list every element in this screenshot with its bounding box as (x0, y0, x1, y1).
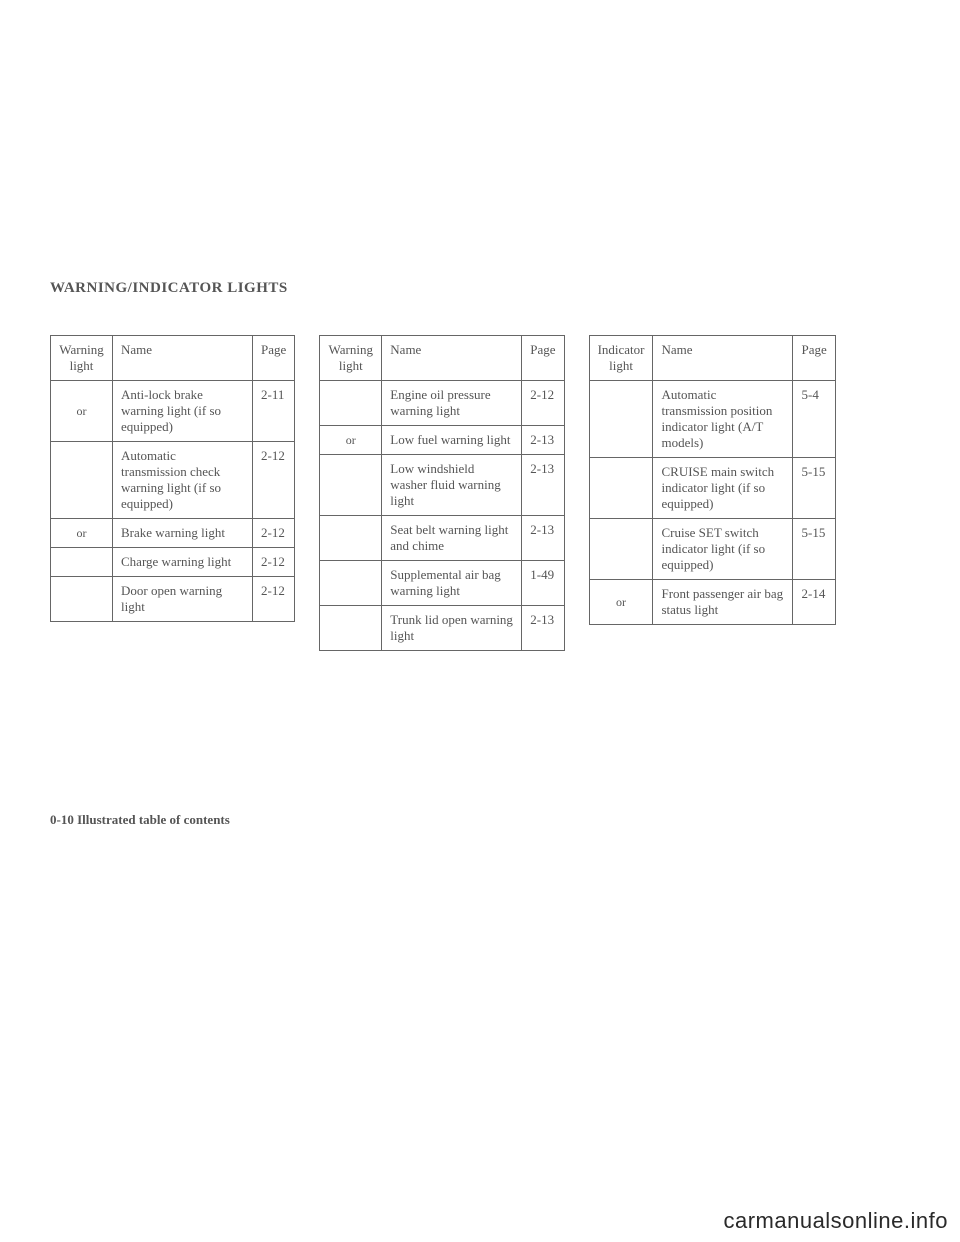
cell-light (51, 548, 113, 577)
table-header-row: Warning light Name Page (51, 336, 295, 381)
table-row: Low windshield washer fluid warning ligh… (320, 455, 564, 516)
cell-page: 2-11 (253, 381, 295, 442)
cell-page: 5-15 (793, 458, 835, 519)
cell-name: Door open warning light (113, 577, 253, 622)
cell-page: 5-15 (793, 519, 835, 580)
header-page: Page (522, 336, 564, 381)
cell-name: Automatic transmission position indicato… (653, 381, 793, 458)
cell-light (589, 519, 653, 580)
cell-page: 2-12 (253, 442, 295, 519)
watermark: carmanualsonline.info (723, 1208, 948, 1234)
table-row: CRUISE main switch indicator light (if s… (589, 458, 835, 519)
cell-page: 2-14 (793, 580, 835, 625)
cell-name: Anti-lock brake warning light (if so equ… (113, 381, 253, 442)
cell-name: Front passenger air bag status light (653, 580, 793, 625)
cell-light (589, 458, 653, 519)
table-header-row: Warning light Name Page (320, 336, 564, 381)
cell-page: 2-13 (522, 455, 564, 516)
section-title: WARNING/INDICATOR LIGHTS (50, 280, 910, 297)
header-name: Name (113, 336, 253, 381)
cell-name: Cruise SET switch indicator light (if so… (653, 519, 793, 580)
cell-name: Low windshield washer fluid warning ligh… (382, 455, 522, 516)
indicator-table-3: Indicator light Name Page Automatic tran… (589, 335, 836, 625)
cell-page: 2-13 (522, 606, 564, 651)
cell-light: or (320, 426, 382, 455)
cell-page: 2-13 (522, 516, 564, 561)
warning-table-1: Warning light Name Page or Anti-lock bra… (50, 335, 295, 622)
manual-page: WARNING/INDICATOR LIGHTS Warning light N… (0, 0, 960, 1242)
table-row: Supplemental air bag warning light 1-49 (320, 561, 564, 606)
cell-light (320, 516, 382, 561)
cell-light (589, 381, 653, 458)
cell-light: or (51, 519, 113, 548)
table-row: Engine oil pressure warning light 2-12 (320, 381, 564, 426)
cell-light (320, 455, 382, 516)
header-page: Page (253, 336, 295, 381)
table-row: Seat belt warning light and chime 2-13 (320, 516, 564, 561)
cell-name: Charge warning light (113, 548, 253, 577)
warning-table-2: Warning light Name Page Engine oil press… (319, 335, 564, 651)
table-header-row: Indicator light Name Page (589, 336, 835, 381)
cell-name: Supplemental air bag warning light (382, 561, 522, 606)
table-row: or Brake warning light 2-12 (51, 519, 295, 548)
cell-page: 5-4 (793, 381, 835, 458)
cell-name: CRUISE main switch indicator light (if s… (653, 458, 793, 519)
page-footer: 0-10 Illustrated table of contents (50, 812, 230, 828)
cell-page: 2-13 (522, 426, 564, 455)
cell-name: Automatic transmission check warning lig… (113, 442, 253, 519)
table-row: Automatic transmission check warning lig… (51, 442, 295, 519)
cell-light (320, 606, 382, 651)
table-row: or Front passenger air bag status light … (589, 580, 835, 625)
cell-name: Brake warning light (113, 519, 253, 548)
table-row: Automatic transmission position indicato… (589, 381, 835, 458)
table-row: or Anti-lock brake warning light (if so … (51, 381, 295, 442)
cell-light (51, 442, 113, 519)
header-light: Warning light (51, 336, 113, 381)
table-row: or Low fuel warning light 2-13 (320, 426, 564, 455)
cell-page: 2-12 (253, 577, 295, 622)
table-row: Trunk lid open warning light 2-13 (320, 606, 564, 651)
header-light: Indicator light (589, 336, 653, 381)
cell-light (320, 561, 382, 606)
cell-name: Seat belt warning light and chime (382, 516, 522, 561)
cell-page: 2-12 (522, 381, 564, 426)
cell-page: 2-12 (253, 519, 295, 548)
table-row: Charge warning light 2-12 (51, 548, 295, 577)
cell-light (51, 577, 113, 622)
cell-page: 2-12 (253, 548, 295, 577)
header-page: Page (793, 336, 835, 381)
content-area: WARNING/INDICATOR LIGHTS Warning light N… (50, 280, 910, 651)
cell-light: or (51, 381, 113, 442)
cell-light (320, 381, 382, 426)
header-light: Warning light (320, 336, 382, 381)
header-name: Name (382, 336, 522, 381)
cell-name: Trunk lid open warning light (382, 606, 522, 651)
tables-row: Warning light Name Page or Anti-lock bra… (50, 335, 910, 651)
cell-name: Low fuel warning light (382, 426, 522, 455)
cell-page: 1-49 (522, 561, 564, 606)
cell-name: Engine oil pressure warning light (382, 381, 522, 426)
table-row: Door open warning light 2-12 (51, 577, 295, 622)
cell-light: or (589, 580, 653, 625)
header-name: Name (653, 336, 793, 381)
table-row: Cruise SET switch indicator light (if so… (589, 519, 835, 580)
